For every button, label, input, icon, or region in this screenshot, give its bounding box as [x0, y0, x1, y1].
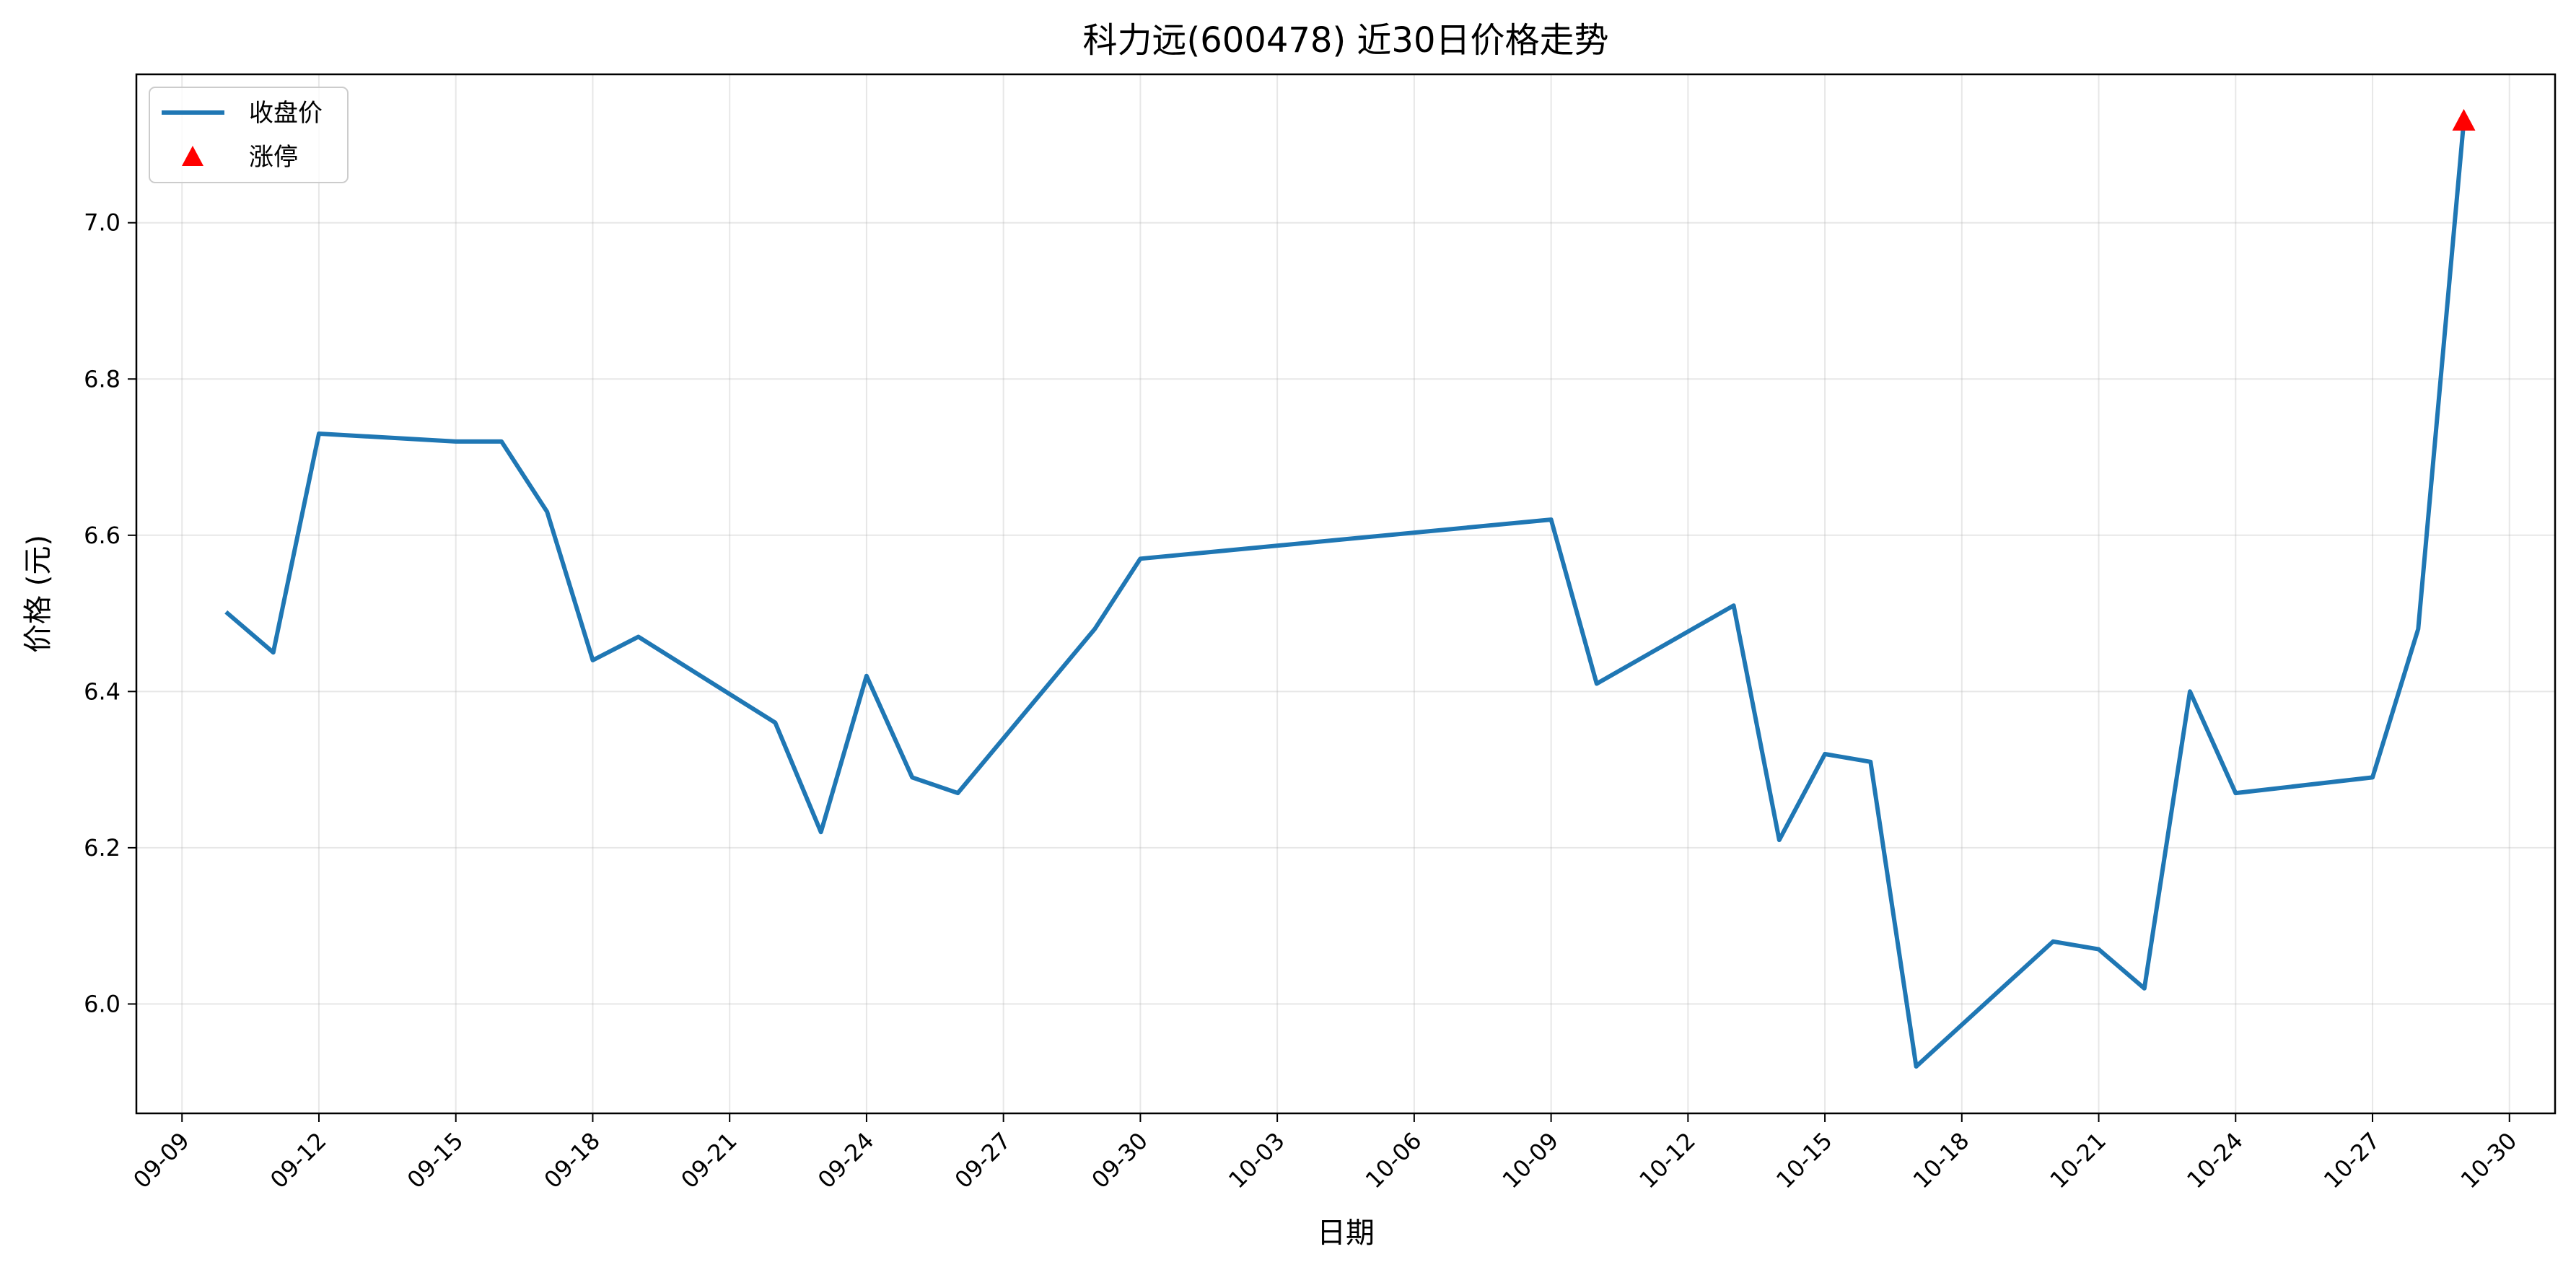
- series-line-close-price: [224, 118, 2466, 1069]
- y-tick-label: 6.8: [84, 365, 121, 393]
- y-axis-ticks: 6.0 6.2 6.4 6.6 6.8 7.0: [84, 209, 136, 1017]
- plot-frame: [135, 73, 2557, 1115]
- y-axis-label: 价格 (元): [22, 535, 55, 653]
- y-tick-label: 6.6: [84, 522, 121, 549]
- y-tick-label: 7.0: [84, 209, 121, 237]
- grid-lines: [136, 74, 2555, 1113]
- limit-up-marker: [2452, 108, 2476, 131]
- series-layer: [224, 118, 2466, 1069]
- x-axis-label: 日期: [1317, 1217, 1375, 1250]
- y-tick-label: 6.4: [84, 678, 121, 705]
- y-tick-label: 6.0: [84, 990, 121, 1017]
- y-tick-label: 6.2: [84, 834, 121, 862]
- legend: 收盘价 涨停: [149, 87, 349, 183]
- legend-label-limit-up: 涨停: [249, 143, 298, 172]
- marker-layer: [2452, 108, 2476, 131]
- legend-label-close: 收盘价: [249, 99, 323, 128]
- legend-triangle-swatch: [182, 146, 203, 166]
- chart-title: 科力远(600478) 近30日价格走势: [1082, 20, 1608, 61]
